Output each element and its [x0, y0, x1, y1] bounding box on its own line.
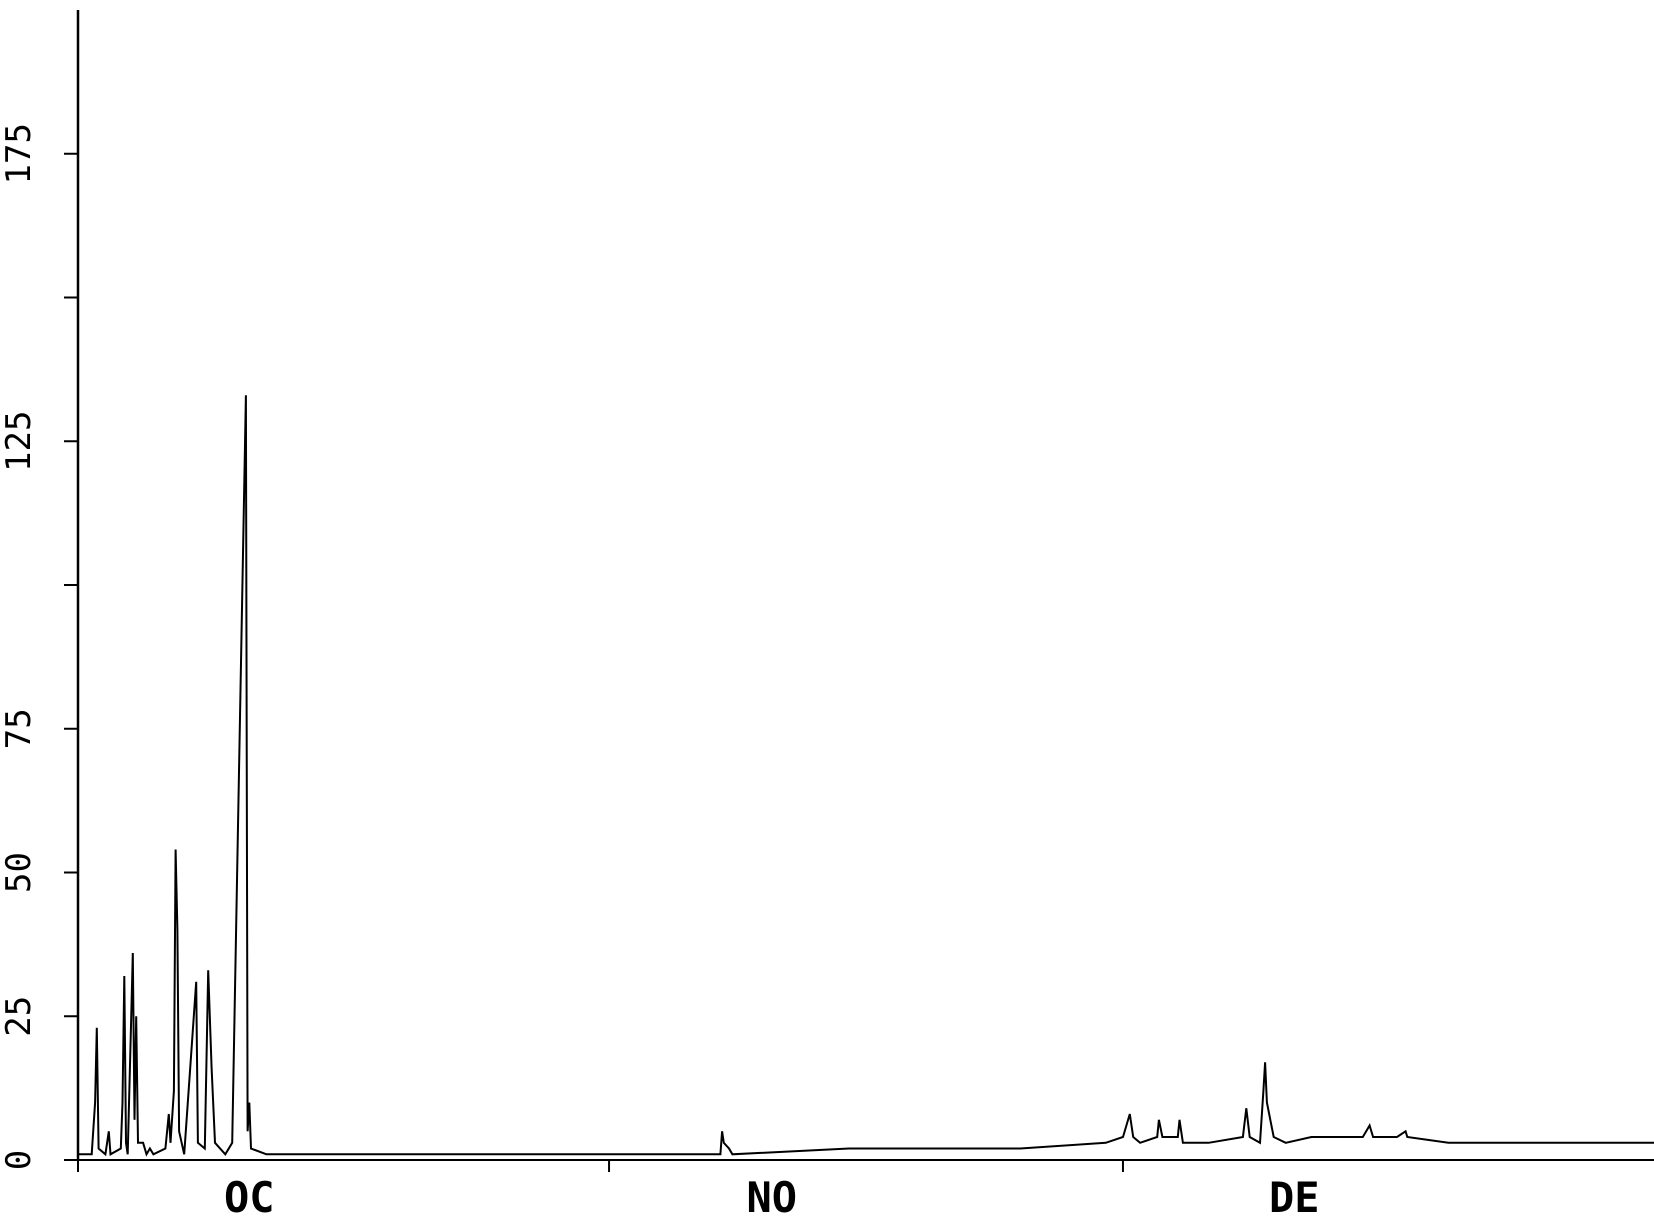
y-tick-label: 75: [0, 708, 39, 749]
x-tick-label: NO: [746, 1173, 797, 1222]
series-line: [78, 395, 1654, 1157]
y-tick-label: 25: [0, 996, 39, 1037]
x-tick-label: DE: [1269, 1173, 1320, 1222]
y-tick-label: 0: [0, 1150, 39, 1170]
y-tick-label: 50: [0, 852, 39, 893]
y-tick-label: 175: [0, 123, 39, 184]
x-tick-label: OC: [224, 1173, 275, 1222]
y-ticks: 0 25 50 75 125 175: [0, 123, 78, 1170]
series-group: [78, 395, 1654, 1157]
x-ticks: OC NO DE: [77, 1160, 1320, 1222]
y-tick-label: 125: [0, 411, 39, 472]
